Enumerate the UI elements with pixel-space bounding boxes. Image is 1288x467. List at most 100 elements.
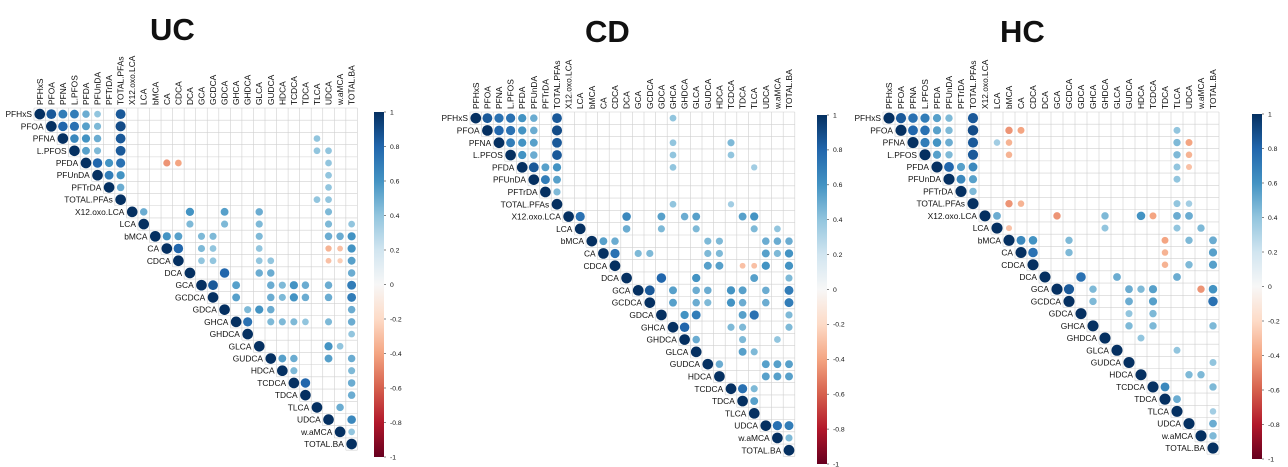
cell-circle-x12-oxo-lca-x12-oxo-lca	[127, 207, 138, 218]
cell-circle-dca-tlca	[750, 274, 758, 282]
column-label-pfoa: PFOA	[482, 86, 492, 109]
colorbar-tick-label: -0.6	[833, 392, 845, 399]
cell-circle-ca-gca	[198, 245, 205, 252]
row-label-cdca: CDCA	[1001, 260, 1025, 270]
cell-circle-total-pfas-tlca	[314, 196, 321, 203]
column-label-gudca: GUDCA	[703, 78, 713, 109]
cell-circle-gcdca-ghca	[232, 293, 240, 301]
cell-circle-pfhxs-l-pfos	[920, 113, 929, 122]
row-label-gudca: GUDCA	[670, 359, 701, 369]
row-label-tcdca: TCDCA	[1116, 382, 1145, 392]
cell-circle-bmca-w-amca	[774, 237, 782, 245]
row-label-l-pfos: L.PFOS	[887, 150, 917, 160]
cell-circle-gca-udca	[762, 287, 770, 295]
column-label-pfna: PFNA	[58, 82, 68, 105]
row-label-pfna: PFNA	[883, 138, 906, 148]
cell-circle-ca-cdca	[610, 249, 619, 258]
cell-circle-glca-tlca	[751, 348, 758, 355]
row-label-lca: LCA	[973, 223, 990, 233]
cell-circle-cdca-gcdca	[210, 257, 217, 264]
cell-circle-pfoa-pfoa	[46, 121, 57, 132]
row-label-tcdca: TCDCA	[694, 384, 723, 394]
colorbar-tick-label: 0.2	[1268, 249, 1278, 256]
cell-circle-gudca-w-amca	[773, 360, 781, 368]
cell-circle-lca-gdca	[658, 225, 665, 232]
colorbar-tick-label: -0.4	[390, 351, 402, 358]
cell-circle-x12-oxo-lca-dca	[186, 208, 194, 216]
cell-circle-pfoa-tlca	[1174, 127, 1181, 134]
row-label-tdca: TDCA	[712, 396, 735, 406]
cell-circle-hdca-w-amca	[1197, 371, 1204, 378]
cell-circle-ghdca-ghdca	[679, 334, 690, 345]
cell-circle-cdca-cdca	[173, 255, 184, 266]
cell-circle-cdca-udca	[762, 262, 770, 270]
cell-circle-gudca-gudca	[702, 359, 713, 370]
colorbar-tick-label: 0.4	[1268, 215, 1278, 222]
cell-circle-udca-udca	[760, 420, 771, 431]
cell-circle-l-pfos-pfda	[82, 147, 90, 155]
column-label-cdca: CDCA	[610, 85, 620, 109]
row-label-pfhxs: PFHxS	[441, 113, 468, 123]
cell-circle-tlca-tlca	[749, 408, 760, 419]
row-label-x12-oxo-lca: X12.oxo.LCA	[75, 207, 125, 217]
cell-circle-total-pfas-total-pfas	[115, 194, 126, 205]
cell-circle-tdca-tlca	[1173, 395, 1181, 403]
column-label-pfhxs: PFHxS	[35, 78, 45, 105]
cell-circle-pfunda-pfunda	[528, 174, 539, 185]
column-label-total-ba: TOTAL.BA	[347, 65, 357, 105]
cell-circle-gca-w-amca	[1197, 285, 1204, 292]
cell-circle-gca-total-ba	[1209, 285, 1218, 294]
row-label-glca: GLCA	[666, 347, 689, 357]
cell-circle-cdca-gca	[198, 257, 205, 264]
row-label-pfoa: PFOA	[870, 125, 893, 135]
cell-circle-lca-ghdca	[1102, 225, 1109, 232]
cell-circle-pfhxs-pfda	[518, 114, 526, 122]
cell-circle-w-amca-total-ba	[785, 434, 792, 441]
cell-circle-dca-dca	[621, 273, 632, 284]
cell-circle-ghca-tcdca	[1149, 322, 1156, 329]
cell-circle-lca-total-ba	[348, 221, 355, 228]
cell-circle-gudca-total-ba	[785, 360, 793, 368]
cell-circle-pfoa-pfoa	[482, 125, 493, 136]
column-label-tlca: TLCA	[749, 87, 759, 109]
cell-circle-gca-glca	[692, 287, 700, 295]
cell-circle-gca-hdca	[1137, 285, 1144, 292]
cell-circle-dca-glca	[1113, 273, 1121, 281]
row-label-glca: GLCA	[229, 341, 252, 351]
cell-circle-gdca-total-ba	[348, 306, 356, 314]
cell-circle-ca-w-amca	[774, 250, 781, 257]
cell-circle-pfna-pfunda	[94, 135, 102, 143]
cell-circle-gca-udca	[325, 281, 333, 289]
row-label-x12-oxo-lca: X12.oxo.LCA	[511, 212, 561, 222]
row-label-glca: GLCA	[1086, 345, 1109, 355]
row-label-dca: DCA	[1019, 272, 1037, 282]
cell-circle-l-pfos-ghca	[670, 152, 677, 159]
cell-circle-glca-glca	[254, 341, 265, 352]
column-label-pfda: PFDA	[517, 86, 527, 109]
row-label-udca: UDCA	[1157, 419, 1181, 429]
cell-circle-pfhxs-pfna	[58, 110, 67, 119]
cell-circle-pfda-pftrda	[957, 163, 965, 171]
colorbar-tick-label: -0.8	[390, 420, 402, 427]
row-label-pfhxs: PFHxS	[854, 113, 881, 123]
cell-circle-pfna-total-pfas	[968, 137, 978, 147]
cell-circle-gudca-gudca	[265, 353, 276, 364]
row-label-tlca: TLCA	[288, 402, 310, 412]
column-label-pfunda: PFUnDA	[529, 76, 539, 109]
cell-circle-gcdca-ghca	[669, 299, 677, 307]
cell-circle-pftrda-udca	[325, 184, 332, 191]
cell-circle-lca-lca	[991, 223, 1002, 234]
cell-circle-ghca-gudca	[1125, 322, 1132, 329]
row-label-ca: CA	[147, 244, 159, 254]
cell-circle-ghca-hdca	[279, 318, 286, 325]
cell-circle-lca-dca	[186, 221, 193, 228]
column-label-pfunda: PFUnDA	[93, 72, 103, 105]
column-label-pfna: PFNA	[494, 86, 504, 109]
cell-circle-ghdca-w-amca	[774, 336, 781, 343]
cell-circle-tdca-tlca	[750, 397, 758, 405]
row-label-pfna: PFNA	[33, 134, 56, 144]
column-label-dca: DCA	[1040, 91, 1050, 109]
row-label-pfhxs: PFHxS	[5, 109, 32, 119]
column-label-ghca: GHCA	[1088, 84, 1098, 109]
